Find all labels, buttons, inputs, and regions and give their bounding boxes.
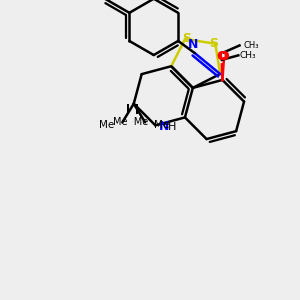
Text: O: O (219, 50, 229, 63)
Text: N: N (159, 120, 169, 133)
Text: CH₃: CH₃ (240, 51, 256, 60)
Text: H: H (168, 122, 176, 132)
Text: O: O (217, 50, 227, 63)
Text: CH₃: CH₃ (243, 41, 259, 50)
Text: N: N (188, 38, 198, 51)
Text: Me: Me (99, 120, 114, 130)
Text: S: S (182, 32, 191, 46)
Text: Me: Me (154, 120, 169, 130)
Text: Me  Me: Me Me (113, 117, 148, 127)
Text: S: S (209, 37, 218, 50)
